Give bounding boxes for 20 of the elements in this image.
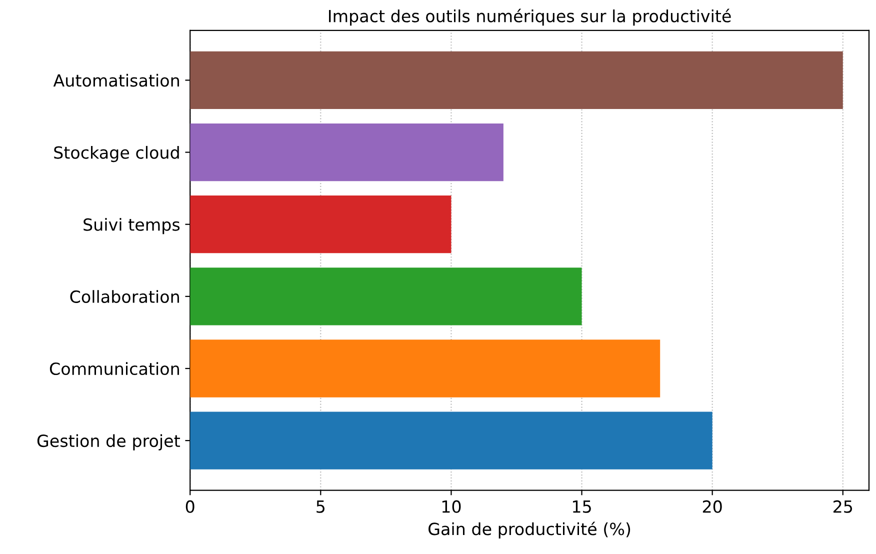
- bar: [190, 412, 712, 470]
- bar: [190, 340, 660, 398]
- y-tick-label: Communication: [50, 362, 179, 376]
- y-tick-label: Collaboration: [70, 290, 179, 303]
- y-tick-label: Gestion de projet: [37, 434, 180, 450]
- y-tick-label: Suivi temps: [84, 218, 180, 234]
- x-axis-title: Gain de productivité (%): [428, 522, 630, 538]
- chart-title: Impact des outils numériques sur la productivité: [329, 8, 731, 26]
- bar: [190, 196, 452, 254]
- bar: [190, 51, 843, 110]
- x-tick-label: 10: [442, 500, 461, 513]
- x-tick-label: 0: [186, 500, 194, 513]
- bar: [190, 268, 582, 326]
- x-tick-label: 20: [702, 500, 722, 513]
- x-tick-label: 15: [572, 500, 591, 513]
- x-tick-label: 25: [834, 500, 852, 513]
- y-tick-label: Stockage cloud: [54, 146, 179, 162]
- y-tick-label: Automatisation: [53, 74, 179, 87]
- x-tick-label: 5: [316, 500, 324, 513]
- bar: [190, 123, 504, 182]
